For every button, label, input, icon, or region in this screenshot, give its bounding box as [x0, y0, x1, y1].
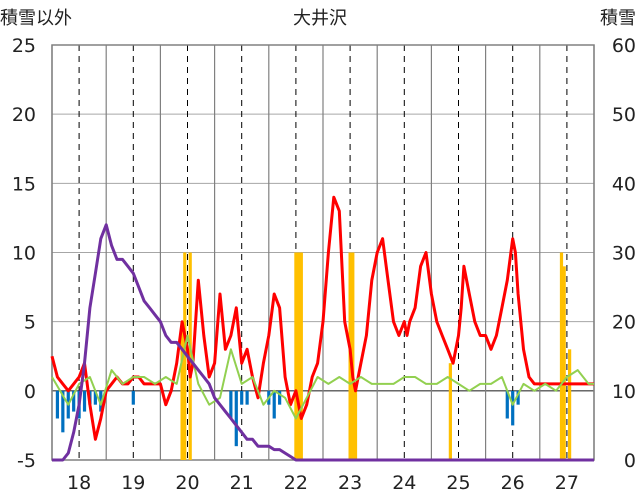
- y-right-tick: 0: [624, 450, 636, 472]
- x-tick: 18: [67, 472, 91, 494]
- negative-bar: [511, 390, 515, 426]
- bars-group: [55, 252, 572, 460]
- x-tick: 24: [392, 472, 416, 494]
- negative-bar: [61, 390, 65, 433]
- precip-bar: [559, 252, 564, 460]
- y-left-tick: -5: [17, 450, 36, 472]
- negative-bar: [505, 390, 509, 419]
- y-right-tick: 30: [612, 243, 636, 265]
- y-left-tick: 15: [12, 173, 36, 195]
- precip-bar: [353, 390, 358, 460]
- x-tick: 20: [175, 472, 199, 494]
- dewpoint-line: [51, 334, 594, 420]
- precip-bar: [351, 252, 355, 460]
- x-tick: 26: [501, 472, 525, 494]
- y-right-tick: 10: [612, 381, 636, 403]
- negative-bar: [240, 390, 244, 405]
- chart-title: 大井沢: [293, 8, 347, 29]
- y-left-tick: 10: [12, 243, 36, 265]
- precip-bar: [297, 252, 301, 460]
- x-tick: 19: [121, 472, 145, 494]
- x-tick: 22: [284, 472, 308, 494]
- precip-bar: [294, 252, 298, 460]
- negative-bar: [245, 390, 249, 405]
- negative-bar: [93, 390, 97, 405]
- y-right-tick: 50: [612, 104, 636, 126]
- precip-bar: [183, 252, 187, 460]
- negative-bar: [272, 390, 276, 419]
- negative-bar: [99, 390, 103, 412]
- y-left-label: 積雪以外: [0, 8, 72, 29]
- precip-bar: [448, 363, 452, 460]
- negative-bar: [229, 390, 233, 419]
- y-right-tick: 20: [612, 312, 636, 334]
- negative-bar: [516, 390, 520, 405]
- x-tick: 25: [446, 472, 470, 494]
- y-left-tick: 25: [12, 35, 36, 57]
- negative-bar: [55, 390, 60, 419]
- y-left-tick: 20: [12, 104, 36, 126]
- negative-bar: [82, 390, 87, 412]
- precip-bar: [562, 266, 566, 460]
- precip-bar: [180, 321, 184, 460]
- negative-bar: [234, 390, 238, 447]
- y-right-label: 積雪: [600, 8, 636, 29]
- x-tick: 23: [338, 472, 362, 494]
- y-left-tick: 0: [24, 381, 36, 403]
- y-right-tick: 60: [612, 35, 636, 57]
- snow_depth-line: [52, 223, 594, 462]
- x-tick: 21: [230, 472, 254, 494]
- negative-bar: [278, 390, 282, 405]
- precip-bar: [568, 349, 572, 460]
- negative-bar: [131, 390, 135, 405]
- x-tick: 27: [555, 472, 579, 494]
- precip-bar: [188, 252, 192, 460]
- y-right-tick: 40: [612, 173, 636, 195]
- y-left-tick: 5: [24, 312, 36, 334]
- temperature-line: [50, 195, 594, 441]
- precip-bar: [299, 252, 303, 460]
- lines-group: [50, 195, 594, 462]
- ticks-group: 25 60 20 50 15 40 10 30 5 20 0 10 -5 0 18 19 20 21 22 23 24 2…: [12, 35, 636, 494]
- negative-bar: [72, 390, 76, 412]
